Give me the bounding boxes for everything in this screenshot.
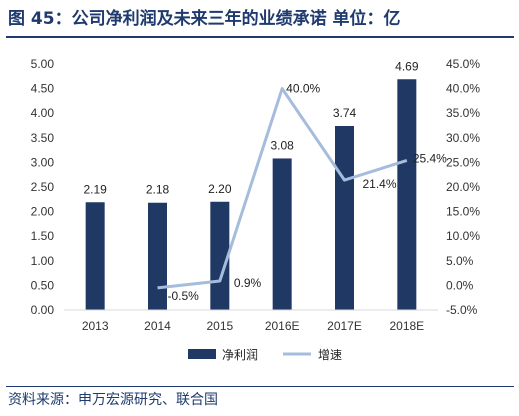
bar-2013 <box>85 202 105 310</box>
bar-value-label: 4.69 <box>395 59 419 73</box>
bar-value-label: 2.18 <box>146 183 170 197</box>
growth-value-label: 0.9% <box>234 276 262 290</box>
bar-value-label: 2.20 <box>208 182 232 196</box>
right-axis-tick-label: 40.0% <box>446 82 480 96</box>
x-axis-tick-label: 2014 <box>144 319 171 333</box>
left-axis-tick-label: 5.00 <box>31 57 55 71</box>
left-axis-tick-label: 0.00 <box>31 303 55 317</box>
left-axis-tick-label: 2.00 <box>31 205 55 219</box>
growth-value-label: 25.4% <box>413 151 447 165</box>
right-axis-tick-label: 25.0% <box>446 155 480 169</box>
legend-label-growth: 增速 <box>318 348 342 362</box>
bar-value-label: 3.08 <box>270 138 294 152</box>
bar-value-label: 2.19 <box>83 182 107 196</box>
x-axis-tick-label: 2016E <box>265 319 300 333</box>
left-axis-tick-label: 3.00 <box>31 155 55 169</box>
left-axis-tick-label: 0.50 <box>31 278 55 292</box>
x-axis-tick-label: 2018E <box>389 319 424 333</box>
right-axis-tick-label: -5.0% <box>446 303 478 317</box>
growth-value-label: -0.5% <box>168 289 200 303</box>
right-axis-tick-label: 15.0% <box>446 205 480 219</box>
source-divider <box>6 386 514 387</box>
right-axis-tick-label: 35.0% <box>446 106 480 120</box>
growth-value-label: 21.4% <box>363 177 397 191</box>
combo-chart: 0.00 0.50 1.00 1.50 2.00 2.50 3.00 3.50 4.00 4.50… <box>31 57 481 362</box>
right-axis-tick-label: 5.0% <box>446 254 474 268</box>
right-axis-tick-label: 20.0% <box>446 180 480 194</box>
bar-2016E <box>272 158 292 310</box>
left-axis-tick-label: 3.50 <box>31 131 55 145</box>
bar-value-label: 3.74 <box>333 106 357 120</box>
title-divider <box>6 36 514 38</box>
left-axis-tick-label: 1.50 <box>31 229 55 243</box>
growth-value-label: 40.0% <box>286 82 320 96</box>
left-axis-tick-label: 2.50 <box>31 180 55 194</box>
left-axis-tick-label: 4.00 <box>31 106 55 120</box>
right-axis-tick-label: 10.0% <box>446 229 480 243</box>
legend-swatch-net-profit <box>188 349 216 359</box>
growth-line <box>157 87 408 290</box>
bar-2014 <box>148 202 167 310</box>
legend-label-net-profit: 净利润 <box>222 348 258 362</box>
x-axis-tick-label: 2013 <box>82 319 109 333</box>
source-note: 资料来源：申万宏源研究、联合国 <box>8 392 218 408</box>
bar-2018E <box>397 79 417 310</box>
chart-title: 图 45：公司净利润及未来三年的业绩承诺 单位：亿 <box>8 9 401 29</box>
right-axis-tick-label: 30.0% <box>446 131 480 145</box>
right-axis-tick-label: 45.0% <box>446 57 480 71</box>
x-axis-tick-label: 2015 <box>206 319 233 333</box>
x-axis-tick-label: 2017E <box>327 319 362 333</box>
bar-2017E <box>335 125 354 310</box>
left-axis-tick-label: 1.00 <box>31 254 55 268</box>
right-axis-tick-label: 0.0% <box>446 278 474 292</box>
left-axis-tick-label: 4.50 <box>31 82 55 96</box>
